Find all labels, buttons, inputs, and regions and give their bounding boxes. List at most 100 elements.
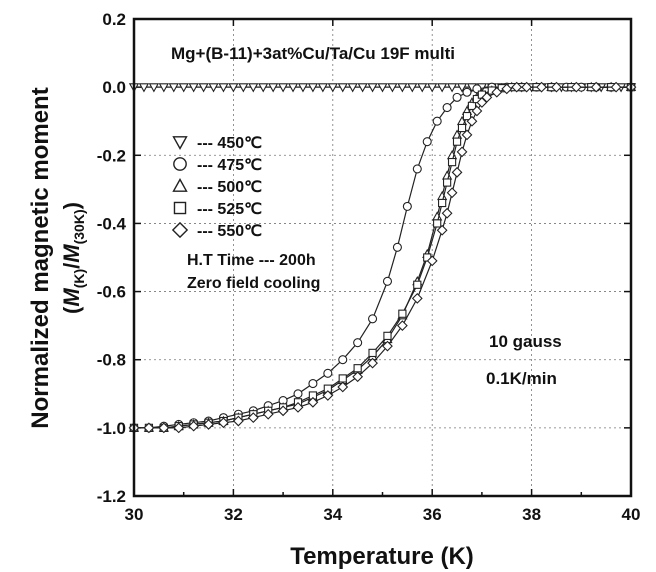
data-point-square xyxy=(447,157,457,167)
data-point-diamond xyxy=(466,115,478,127)
data-point-diamond xyxy=(511,81,523,93)
legend-label: --- 500℃ xyxy=(197,179,262,196)
data-point-triangle-down xyxy=(337,83,348,93)
data-point-diamond xyxy=(471,105,483,117)
legend-marker-triangle-up xyxy=(172,178,188,192)
data-point-triangle-down xyxy=(158,83,169,93)
x-tick-label: 34 xyxy=(323,505,342,524)
data-point-diamond xyxy=(218,417,229,429)
y-tick-label: -0.4 xyxy=(97,214,127,233)
data-point-triangle-down xyxy=(307,83,319,93)
data-point-square xyxy=(368,348,377,358)
legend-label: --- 550℃ xyxy=(197,223,262,240)
y-sub-m2: M xyxy=(59,244,84,263)
data-point-diamond xyxy=(446,187,458,199)
legend-item: --- 475℃ xyxy=(173,157,262,174)
data-point-triangle-down xyxy=(178,83,189,93)
data-point-triangle-down xyxy=(188,83,199,93)
data-point-diamond xyxy=(570,81,582,93)
y-tick-labels: 0.2 0.0 -0.2 -0.4 -0.6 -0.8 -1.0 -1.2 xyxy=(97,10,127,506)
legend-marker-diamond xyxy=(171,221,189,239)
data-point-circle xyxy=(323,368,333,378)
y-sub-open: ( xyxy=(59,306,84,314)
data-point-diamond xyxy=(322,390,334,401)
legend-item: --- 450℃ xyxy=(172,135,262,152)
data-point-square xyxy=(398,309,407,318)
y-tick-label: -0.8 xyxy=(97,351,126,370)
data-point-triangle-down xyxy=(228,83,239,93)
data-point-circle xyxy=(402,201,412,211)
data-point-diamond xyxy=(396,320,408,332)
data-point-square xyxy=(457,123,467,133)
data-point-diamond xyxy=(481,91,493,103)
data-point-circle xyxy=(392,242,402,252)
data-point-circle xyxy=(442,103,452,113)
data-point-diamond xyxy=(188,420,200,432)
data-point-triangle-down xyxy=(198,83,209,93)
legend-item: --- 525℃ xyxy=(173,201,262,218)
data-point-circle xyxy=(462,87,472,97)
legend-marker-triangle-down xyxy=(172,136,188,150)
data-point-circle xyxy=(368,314,378,324)
legend-marker-square xyxy=(173,201,187,215)
data-point-diamond xyxy=(590,81,602,93)
data-point-circle xyxy=(338,355,348,365)
plot-frame xyxy=(132,17,633,498)
data-point-circle xyxy=(412,164,422,174)
data-point-square xyxy=(442,178,452,187)
data-point-diamond xyxy=(203,419,214,430)
y-sub-m1: M xyxy=(59,288,84,307)
chart-title: Mg+(B-11)+3at%Cu/Ta/Cu 19F multi xyxy=(171,44,455,63)
y-sub-s2: (30K) xyxy=(71,209,87,244)
data-point-triangle-down xyxy=(168,83,179,93)
legend-marker-circle xyxy=(173,157,187,171)
data-point-triangle-down xyxy=(377,83,388,93)
data-point-square xyxy=(338,374,347,383)
data-point-triangle-down xyxy=(238,83,249,93)
data-point-triangle-down xyxy=(397,83,408,93)
data-point-triangle-down xyxy=(387,83,398,93)
data-point-triangle-down xyxy=(297,83,309,93)
y-sub-close: ) xyxy=(59,202,84,209)
legend-item: --- 500℃ xyxy=(172,178,262,196)
data-point-diamond xyxy=(461,129,473,141)
data-point-diamond xyxy=(337,381,349,393)
data-point-square xyxy=(383,331,392,340)
data-point-diamond xyxy=(307,396,319,408)
data-point-diamond xyxy=(411,292,423,304)
y-tick-label: -0.2 xyxy=(97,146,126,165)
x-tick-label: 30 xyxy=(125,505,144,524)
data-point-square xyxy=(353,364,362,373)
data-point-circle xyxy=(308,379,318,389)
data-point-circle xyxy=(382,276,393,286)
legend-label: --- 525℃ xyxy=(197,201,262,218)
data-point-triangle-down xyxy=(446,83,458,93)
data-point-diamond xyxy=(352,371,364,383)
data-point-triangle-down xyxy=(148,83,160,93)
legend-label: --- 475℃ xyxy=(197,157,262,174)
data-point-diamond xyxy=(262,408,274,420)
data-point-diamond xyxy=(426,255,438,267)
data-point-triangle-down xyxy=(277,83,289,93)
data-point-triangle-down xyxy=(437,83,448,93)
data-point-diamond xyxy=(277,405,289,417)
data-point-triangle-down xyxy=(218,83,229,93)
x-tick-labels: 30 32 34 36 38 40 xyxy=(125,505,641,524)
data-point-diamond xyxy=(521,81,533,93)
y-tick-label: -1.2 xyxy=(97,487,126,506)
data-point-triangle-down xyxy=(347,83,358,93)
data-point-triangle-down xyxy=(357,83,368,93)
data-point-triangle-down xyxy=(407,83,418,93)
data-point-circle xyxy=(293,389,303,399)
x-axis-title: Temperature (K) xyxy=(290,543,474,570)
data-point-diamond xyxy=(247,412,259,424)
data-point-diamond xyxy=(382,340,393,352)
annotation-cooling: Zero field cooling xyxy=(187,275,320,292)
data-point-triangle-down xyxy=(248,83,259,93)
data-point-triangle-down xyxy=(417,83,428,93)
data-point-diamond xyxy=(501,83,513,95)
data-point-diamond xyxy=(158,422,170,434)
x-tick-label: 38 xyxy=(522,505,541,524)
data-point-triangle-down xyxy=(317,83,328,93)
